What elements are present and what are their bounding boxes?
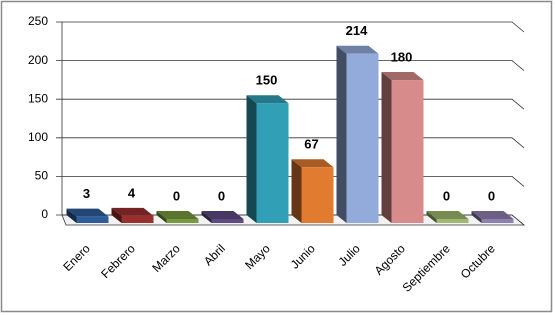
bar-side [156, 211, 167, 223]
bar-side [66, 208, 77, 223]
bar-side [111, 207, 122, 223]
value-label: 180 [391, 49, 413, 64]
grid-line [56, 175, 525, 187]
bar-top [111, 207, 154, 216]
bar [211, 219, 244, 223]
value-label: 214 [346, 23, 368, 38]
value-label: 0 [443, 188, 450, 203]
bar-side [246, 95, 257, 223]
grid-line [56, 137, 525, 149]
bar [121, 215, 154, 223]
bar [301, 167, 334, 223]
value-label: 67 [304, 137, 318, 152]
bar-top [471, 211, 514, 219]
value-label: 0 [173, 188, 180, 203]
bar-top [201, 211, 244, 219]
value-label: 0 [488, 188, 495, 203]
y-tick-label: 50 [35, 169, 49, 183]
value-label: 0 [218, 188, 225, 203]
bar-side [201, 211, 212, 223]
y-tick-label: 100 [28, 130, 48, 144]
bar [391, 80, 424, 223]
bar [346, 53, 379, 224]
bar-top [246, 95, 289, 104]
bar [256, 103, 289, 223]
grid-line [56, 21, 525, 33]
bar [481, 219, 514, 223]
bar [76, 216, 109, 223]
y-tick-label: 150 [28, 91, 48, 105]
bar [436, 219, 469, 223]
bar-side [426, 211, 437, 223]
bar-top [291, 159, 334, 168]
bar-top [426, 211, 469, 219]
bar [166, 219, 199, 223]
value-label: 4 [128, 185, 136, 200]
y-tick-label: 250 [28, 14, 48, 28]
grid-line [56, 60, 525, 71]
bar-top [66, 208, 109, 217]
bar-top [381, 72, 424, 81]
value-label: 150 [256, 73, 278, 88]
y-tick-label: 0 [41, 207, 48, 221]
bar-side [381, 72, 392, 223]
grid-line [56, 98, 525, 110]
bar-side [471, 211, 482, 223]
y-tick-label: 200 [28, 53, 48, 67]
bar-top [156, 211, 199, 219]
bar-top [336, 45, 379, 54]
bar-side [336, 45, 347, 224]
value-label: 3 [83, 186, 90, 201]
bar-side [291, 159, 302, 223]
